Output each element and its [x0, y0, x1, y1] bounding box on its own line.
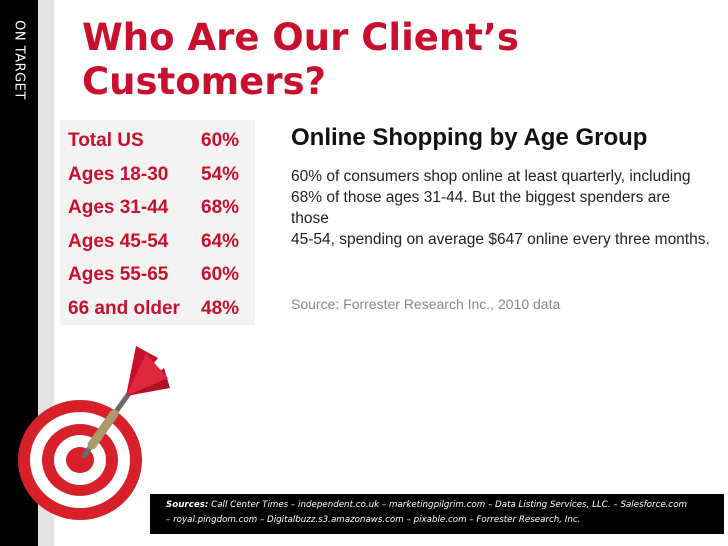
article-body: 60% of consumers shop online at least qu…: [291, 166, 711, 250]
stat-label: 66 and older: [68, 297, 180, 319]
article-source: Source: Forrester Research Inc., 2010 da…: [291, 296, 561, 312]
slide-title: Who Are Our Client’s Customers?: [82, 16, 519, 104]
stat-row: Ages 45-54 64%: [68, 230, 248, 264]
stat-row: 66 and older 48%: [68, 297, 248, 331]
stat-label: Total US: [68, 130, 144, 151]
stat-label: Ages 45-54: [68, 230, 169, 252]
sources-heading: Sources:: [166, 500, 209, 510]
article-title: Online Shopping by Age Group: [291, 124, 648, 151]
stats-table: Total US 60% Ages 18-30 54% Ages 31-44 6…: [68, 129, 248, 330]
stats-panel: [60, 120, 255, 325]
stat-label: Ages 55-65: [68, 264, 169, 285]
stat-value: 60%: [201, 130, 240, 151]
slide-title-line-1: Who Are Our Client’s: [82, 16, 519, 59]
stat-value: 54%: [201, 163, 240, 185]
stat-value: 68%: [201, 197, 240, 218]
stat-label: Ages 31-44: [68, 197, 169, 218]
sources-line-2: – royal.pingdom.com – Digitalbuzz.s3.ama…: [166, 515, 581, 525]
sources-text: Call Center Times – independent.co.uk – …: [211, 500, 687, 510]
stat-value: 64%: [201, 230, 240, 252]
sources-line-1: Sources: Call Center Times – independent…: [166, 498, 716, 513]
stat-value: 60%: [201, 264, 240, 285]
target-with-dart-icon: [18, 346, 170, 520]
side-label: ON TARGET: [11, 20, 27, 100]
sources-box: Sources: Call Center Times – independent…: [150, 494, 724, 534]
stat-label: Ages 18-30: [68, 163, 169, 185]
stat-value: 48%: [201, 297, 240, 319]
stat-row: Ages 55-65 60%: [68, 263, 248, 297]
article-body-line: 60% of consumers shop online at least qu…: [291, 168, 691, 185]
stat-row: Total US 60%: [68, 129, 248, 163]
article-body-line: 45-54, spending on average $647 online e…: [291, 231, 710, 248]
stat-row: Ages 31-44 68%: [68, 196, 248, 230]
stat-row: Ages 18-30 54%: [68, 163, 248, 197]
article-body-line: 68% of those ages 31-44. But the biggest…: [291, 189, 671, 227]
slide-title-line-2: Customers?: [82, 60, 327, 103]
